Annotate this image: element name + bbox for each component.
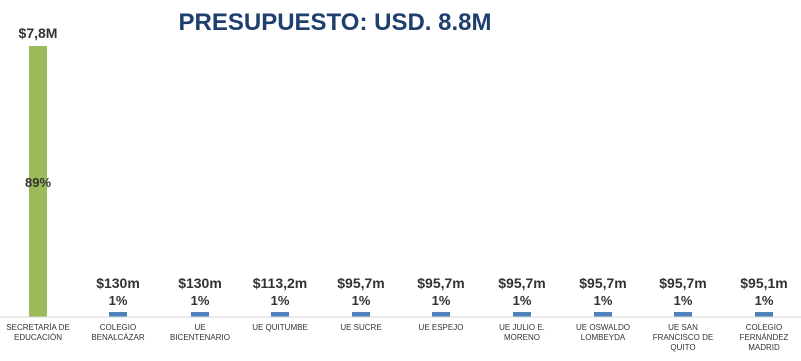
percent-label-7: 1% xyxy=(513,293,532,308)
category-label-10: COLEGIO FERNÁNDEZ MADRID xyxy=(740,323,789,352)
bar-4 xyxy=(271,312,289,317)
percent-label-9: 1% xyxy=(674,293,693,308)
percent-label-8: 1% xyxy=(594,293,613,308)
bar-3 xyxy=(191,312,209,317)
value-label-5: $95,7m xyxy=(337,275,384,291)
category-label-7: UE JULIO E. MORENO xyxy=(499,323,545,342)
value-label-10: $95,1m xyxy=(740,275,787,291)
value-label-2: $130m xyxy=(96,275,140,291)
category-label-9: UE SAN FRANCISCO DE QUITO xyxy=(653,323,713,352)
bar-10 xyxy=(755,312,773,317)
percent-label-6: 1% xyxy=(432,293,451,308)
percent-label-5: 1% xyxy=(352,293,371,308)
bar-9 xyxy=(674,312,692,317)
percent-label-10: 1% xyxy=(755,293,774,308)
category-label-1: SECRETARÍA DE EDUCACIÓN xyxy=(6,323,69,342)
category-labels-group: SECRETARÍA DE EDUCACIÓN COLEGIO BENALCÁZAR U… xyxy=(6,323,788,352)
percent-label-1: 89% xyxy=(25,175,51,190)
bar-7 xyxy=(513,312,531,317)
chart-title: PRESUPUESTO: USD. 8.8M xyxy=(179,9,492,36)
value-label-1: $7,8M xyxy=(19,25,58,41)
value-label-7: $95,7m xyxy=(498,275,545,291)
category-label-2: COLEGIO BENALCÁZAR xyxy=(91,323,145,342)
percent-label-4: 1% xyxy=(271,293,290,308)
value-label-9: $95,7m xyxy=(659,275,706,291)
category-label-6: UE ESPEJO xyxy=(419,323,464,332)
category-label-3: UE BICENTENARIO xyxy=(170,323,230,342)
value-label-8: $95,7m xyxy=(579,275,626,291)
value-labels-group: $7,8M $130m $130m $113,2m $95,7m $95,7m $95,7m… xyxy=(19,25,788,291)
percent-label-3: 1% xyxy=(191,293,210,308)
value-label-6: $95,7m xyxy=(417,275,464,291)
bar-6 xyxy=(432,312,450,317)
bar-5 xyxy=(352,312,370,317)
bar-8 xyxy=(594,312,612,317)
value-label-3: $130m xyxy=(178,275,222,291)
bar-2 xyxy=(109,312,127,317)
category-label-8: UE OSWALDO LOMBEYDA xyxy=(576,323,630,342)
percent-label-2: 1% xyxy=(109,293,128,308)
category-label-5: UE SUCRE xyxy=(340,323,381,332)
category-label-4: UE QUITUMBE xyxy=(252,323,308,332)
value-label-4: $113,2m xyxy=(253,275,308,291)
